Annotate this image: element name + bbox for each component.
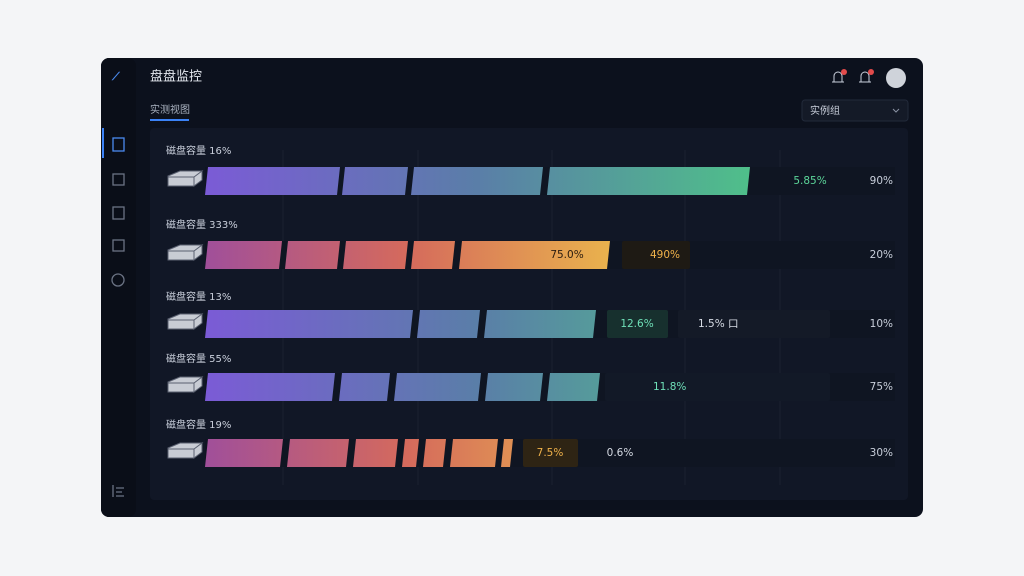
row-label: 磁盘容量 13% [166,290,231,303]
bar-segment [417,310,480,338]
nav-active [102,128,104,158]
row-label: 磁盘容量 19% [166,418,231,431]
tag-box [678,310,830,338]
header-icons [832,68,906,88]
tab[interactable]: 实测视图 [150,103,190,116]
disk-icon [167,170,204,187]
value-tag: 12.6% [620,318,653,330]
avatar[interactable] [886,68,906,88]
bar-segment [501,439,513,467]
bar-segment [411,241,455,269]
value-tag: 490% [650,249,680,261]
bar-segment [205,310,413,338]
row-label: 磁盘容量 55% [166,352,231,365]
value-tag: 11.8% [653,381,686,393]
bar-segment [411,167,543,195]
bar-segment [450,439,498,467]
bar-segment [205,167,340,195]
nav-item[interactable] [112,239,125,252]
row-end-value: 10% [870,318,893,330]
tab-underline [150,119,189,121]
disk-icon [167,376,204,393]
bar-segment [353,439,398,467]
chevron [892,108,900,113]
dropdown-label: 实例组 [810,104,840,117]
bar-segment [285,241,340,269]
tag-box [607,310,668,338]
disk-icon [167,442,204,459]
row-label: 磁盘容量 16% [166,144,231,157]
nav-item[interactable] [112,137,125,152]
bar-segment [205,241,282,269]
bell[interactable] [832,71,844,83]
sidebar [101,58,136,517]
tag-box [605,373,830,401]
bar-segment [402,439,419,467]
bar-segment [343,241,408,269]
value-tag: 0.6% [607,447,634,459]
value-tag: 1.5% 口 [698,318,739,330]
bar-segment [342,167,408,195]
disk-icon [167,313,204,330]
nav-item[interactable] [112,206,125,220]
value-tag: 7.5% [537,447,564,459]
tag-box [523,439,578,467]
logo: ⟋ [111,70,121,83]
title: 盘盘监控 [150,69,202,85]
nav-icons [111,137,125,497]
badge [868,69,874,75]
badge [841,69,847,75]
nav-item[interactable] [112,173,125,186]
value-tag: 5.85% [793,175,826,187]
bar-segment [485,373,543,401]
bell[interactable] [859,71,871,83]
tag-box [622,241,690,269]
bar-segment [484,310,596,338]
row-end-value: 75% [870,381,893,393]
row-label: 磁盘容量 333% [166,218,238,231]
value-tag: 75.0% [550,249,583,261]
bar-segment [547,167,750,195]
nav-item[interactable] [111,273,125,287]
disk-icon [167,244,204,261]
row-end-value: 90% [870,175,893,187]
bar-segment [547,373,600,401]
row-end-value: 20% [870,249,893,261]
dropdown[interactable] [801,99,909,122]
nav-item[interactable] [112,485,124,497]
bar-segment [339,373,390,401]
bar-segment [287,439,349,467]
bar-segment [394,373,481,401]
row-end-value: 30% [870,447,893,459]
bar-segment [423,439,446,467]
bar-segment [205,373,335,401]
bar-segment [459,241,610,269]
bar-segment [205,439,283,467]
